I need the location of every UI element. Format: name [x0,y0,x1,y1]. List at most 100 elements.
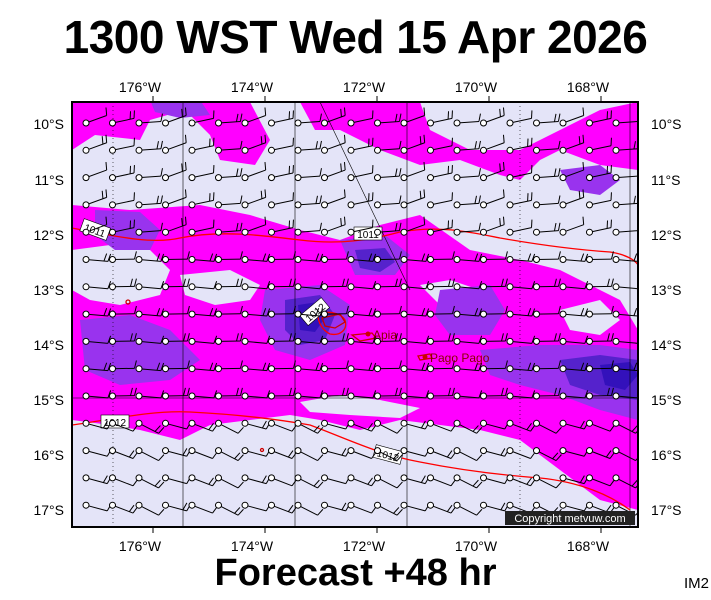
lat-label: 13°S [651,282,682,298]
lon-label: 176°W [119,538,162,554]
wind-barb [215,140,243,154]
wind-barb [374,447,403,462]
wind-barb [82,253,112,263]
lon-label: 174°W [231,538,274,554]
wind-barb [188,447,218,459]
wind-barb [400,162,426,182]
wind-barb [559,474,589,485]
wind-barb [294,253,324,263]
wind-barb [427,137,453,154]
wind-barb [480,278,508,291]
wind-barb [506,447,536,459]
wind-barb [347,192,374,209]
wind-barb [400,474,430,485]
wind-barb [109,360,137,373]
wind-barb [82,189,108,209]
wind-barb [82,216,108,236]
wind-barb [215,387,243,400]
wind-barb [268,110,294,127]
wind-barb [480,251,508,263]
wind-barb [135,168,163,182]
wind-barb [506,253,536,263]
wind-barb [506,219,533,236]
lon-label: 170°W [455,79,498,95]
wind-barb [162,419,192,430]
wind-barb [453,335,483,345]
wind-barb [612,419,638,434]
wind-barb [612,283,638,291]
wind-barb [82,281,112,291]
wind-barb [453,140,481,154]
wind-barb [294,140,322,154]
wind-barb [321,251,349,263]
wind-barb [559,307,589,318]
wind-barb [162,447,192,457]
wind-barb [559,216,585,236]
wind-barb [400,501,430,512]
wind-barb [294,281,324,291]
wind-barb [586,360,614,373]
wind-barb [506,137,533,154]
wind-barb [586,219,612,236]
wind-barb [215,419,244,434]
wind-barb [400,335,430,345]
wind-barb [612,392,638,400]
grid-line [319,102,411,291]
wind-barb [506,165,533,182]
longitude-labels-top: 176°W 174°W 172°W 170°W 168°W [119,79,610,95]
wind-barb [109,419,139,432]
wind-barb [215,113,243,127]
wind-barb [188,335,218,345]
wind-barb [321,134,346,154]
wind-barb [427,110,453,127]
wind-barb [374,333,402,345]
wind-barb [533,387,561,400]
wind-barb [109,219,135,236]
wind-barb [215,278,243,291]
wind-barb [188,165,215,182]
lat-label: 12°S [651,227,682,243]
wind-barb [374,113,402,127]
wind-barb [559,134,585,154]
wind-barb [188,362,218,373]
wind-barb [480,501,510,512]
wind-barb [82,335,112,345]
wind-barb [241,335,271,345]
wind-barb [586,333,614,345]
pago-pago-marker [422,354,428,360]
wind-barb [427,251,455,263]
lat-label: 17°S [33,502,64,518]
wind-barb [82,362,112,373]
wind-barb [109,387,137,400]
wind-barb [427,192,453,209]
wind-barb [400,134,426,154]
corner-label: IM2 [683,575,709,592]
wind-barb [533,113,561,127]
wind-barb [347,281,377,291]
wind-barb [135,253,165,263]
wind-barb [533,278,561,291]
wind-barb [241,281,271,291]
wind-barb [533,195,561,209]
wind-barb [559,390,589,400]
wind-barb [135,390,165,400]
latitude-labels-left: 10°S 11°S 12°S 13°S 14°S 15°S 16°S 17°S [33,116,64,518]
upolu-island [350,332,378,342]
wind-barb [400,307,430,318]
wind-barb [480,419,510,430]
wind-barb [374,360,402,373]
wind-barb [268,192,294,209]
wind-barb [559,162,585,182]
wind-barb [268,165,294,182]
wind-barb [82,474,112,485]
wind-barb [400,216,426,236]
wind-barb [612,173,638,182]
tick-marks [152,96,602,533]
wind-barb [612,253,638,263]
wind-barb [82,447,112,457]
wind-barb [215,222,243,236]
wind-barb [559,362,589,373]
wind-barb [321,387,349,400]
small-island [259,447,265,453]
wind-barb [427,305,455,318]
